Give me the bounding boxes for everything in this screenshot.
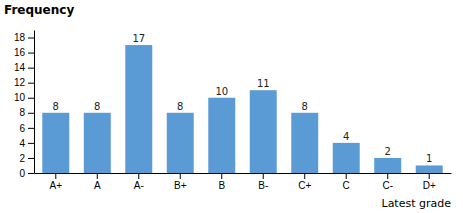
tick-label: 12 bbox=[14, 77, 26, 88]
x-tick: C+ bbox=[298, 173, 311, 191]
tick-label: A+ bbox=[50, 180, 63, 191]
tick-mark bbox=[97, 173, 98, 179]
x-tick: D+ bbox=[423, 173, 436, 191]
tick-mark bbox=[28, 98, 34, 99]
tick-mark bbox=[221, 173, 222, 179]
x-tick: B bbox=[218, 173, 225, 191]
chart: A+AA-B+BB-C+CC-D+02468101214161888178101… bbox=[0, 0, 463, 213]
x-tick: B- bbox=[258, 173, 268, 191]
tick-mark bbox=[263, 173, 264, 179]
x-axis: A+ A A- B+ B B- C+ C C- D+ bbox=[35, 173, 452, 191]
tick-label: 14 bbox=[14, 62, 26, 73]
data-label: 8 bbox=[53, 101, 59, 112]
data-label: 4 bbox=[343, 131, 349, 142]
y-axis-title: Frequency bbox=[4, 3, 74, 17]
tick-mark bbox=[28, 53, 34, 54]
tick-mark bbox=[28, 113, 34, 114]
data-label: 8 bbox=[177, 101, 183, 112]
x-tick: A bbox=[94, 173, 101, 191]
tick-mark bbox=[28, 83, 34, 84]
x-tick: A- bbox=[134, 173, 144, 191]
tick-mark bbox=[28, 173, 34, 174]
tick-label: 0 bbox=[19, 168, 25, 179]
bars bbox=[42, 45, 442, 173]
x-tick: C bbox=[343, 173, 350, 191]
tick-label: C bbox=[343, 180, 350, 191]
y-tick: 16 bbox=[14, 47, 34, 58]
data-label: 10 bbox=[215, 86, 228, 97]
tick-mark bbox=[180, 173, 181, 179]
tick-label: 6 bbox=[19, 123, 25, 134]
tick-label: A- bbox=[134, 180, 144, 191]
tick-label: 10 bbox=[14, 92, 26, 103]
tick-label: 18 bbox=[14, 32, 26, 43]
data-label: 2 bbox=[385, 146, 391, 157]
bar bbox=[84, 113, 111, 173]
bar bbox=[416, 165, 443, 173]
tick-mark bbox=[304, 173, 305, 179]
tick-mark bbox=[429, 173, 430, 179]
y-tick: 12 bbox=[14, 77, 34, 88]
y-tick: 6 bbox=[19, 123, 34, 134]
y-tick: 10 bbox=[14, 92, 34, 103]
tick-mark bbox=[346, 173, 347, 179]
bar bbox=[333, 143, 360, 173]
bar bbox=[42, 113, 69, 173]
tick-label: B+ bbox=[174, 180, 187, 191]
y-tick: 18 bbox=[14, 32, 34, 43]
tick-label: 4 bbox=[19, 138, 25, 149]
data-label: 8 bbox=[94, 101, 100, 112]
bar bbox=[208, 98, 235, 173]
bar bbox=[167, 113, 194, 173]
tick-mark bbox=[28, 38, 34, 39]
bar bbox=[291, 113, 318, 173]
tick-mark bbox=[387, 173, 388, 179]
tick-label: B- bbox=[258, 180, 268, 191]
x-tick: B+ bbox=[174, 173, 187, 191]
data-label: 17 bbox=[132, 33, 145, 44]
x-tick: C- bbox=[382, 173, 393, 191]
y-tick: 4 bbox=[19, 138, 34, 149]
y-tick: 0 bbox=[19, 168, 34, 179]
tick-mark bbox=[28, 143, 34, 144]
y-tick: 8 bbox=[19, 107, 34, 118]
bar bbox=[374, 158, 401, 173]
bar bbox=[250, 90, 277, 173]
tick-mark bbox=[138, 173, 139, 179]
tick-mark bbox=[55, 173, 56, 179]
x-axis-title: Latest grade bbox=[382, 197, 452, 210]
tick-label: 16 bbox=[14, 47, 26, 58]
tick-label: A bbox=[94, 180, 101, 191]
y-tick: 2 bbox=[19, 153, 34, 164]
x-tick: A+ bbox=[50, 173, 63, 191]
tick-mark bbox=[28, 128, 34, 129]
data-label: 11 bbox=[257, 78, 270, 89]
tick-label: D+ bbox=[423, 180, 436, 191]
tick-label: 2 bbox=[19, 153, 25, 164]
y-tick: 14 bbox=[14, 62, 34, 73]
y-axis: 0 2 4 6 8 10 12 14 16 18 bbox=[14, 31, 35, 179]
data-label: 1 bbox=[426, 153, 432, 164]
tick-label: B bbox=[218, 180, 225, 191]
data-label: 8 bbox=[302, 101, 308, 112]
tick-label: C- bbox=[382, 180, 393, 191]
bar bbox=[125, 45, 152, 173]
axis-line bbox=[34, 31, 35, 174]
data-labels: 8 8 17 8 10 11 8 4 2 1 bbox=[53, 33, 433, 164]
tick-label: C+ bbox=[298, 180, 311, 191]
plot: A+AA-B+BB-C+CC-D+02468101214161888178101… bbox=[14, 31, 452, 192]
tick-mark bbox=[28, 158, 34, 159]
tick-label: 8 bbox=[19, 107, 25, 118]
tick-mark bbox=[28, 68, 34, 69]
